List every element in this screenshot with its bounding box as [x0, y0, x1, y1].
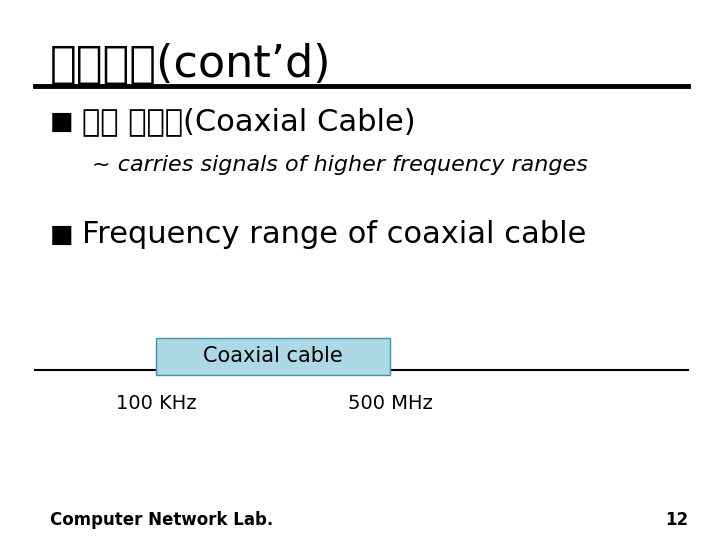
Text: Computer Network Lab.: Computer Network Lab. — [50, 511, 273, 529]
Text: Coaxial cable: Coaxial cable — [203, 346, 343, 367]
Text: 유도매체(cont’d): 유도매체(cont’d) — [50, 43, 331, 86]
Text: ■: ■ — [50, 223, 73, 247]
Text: 100 KHz: 100 KHz — [116, 394, 197, 413]
Text: 500 MHz: 500 MHz — [348, 394, 433, 413]
Text: Frequency range of coaxial cable: Frequency range of coaxial cable — [81, 220, 586, 249]
Text: ~ carries signals of higher frequency ranges: ~ carries signals of higher frequency ra… — [92, 154, 588, 175]
Text: ■: ■ — [50, 110, 73, 133]
Text: 12: 12 — [665, 511, 688, 529]
Text: 동축 케이블(Coaxial Cable): 동축 케이블(Coaxial Cable) — [81, 107, 415, 136]
FancyBboxPatch shape — [156, 338, 390, 375]
